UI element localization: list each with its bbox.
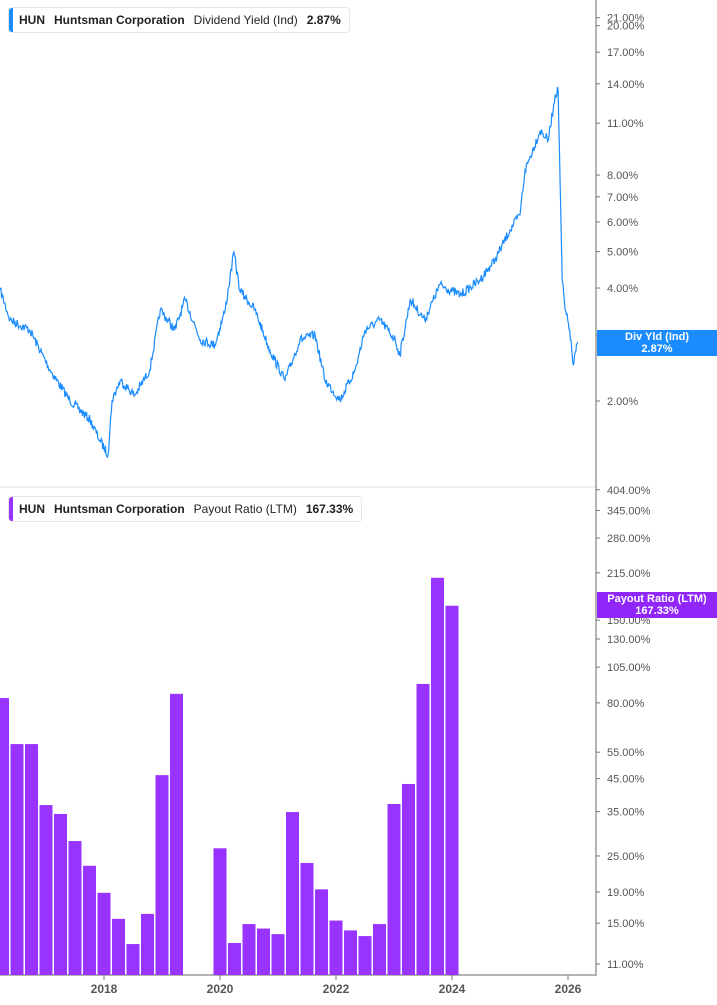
payout-ratio-bar: [257, 928, 270, 975]
y-tick-label: 150.00%: [607, 615, 651, 627]
company-name: Huntsman Corporation: [54, 502, 185, 516]
y-tick-label: 105.00%: [607, 662, 651, 674]
payout-ratio-bar: [83, 865, 96, 975]
dividend-yield-line: [0, 86, 579, 458]
y-tick-label: 11.00%: [607, 959, 644, 971]
payout-ratio-bar: [431, 577, 444, 975]
payout-ratio-bar: [0, 698, 9, 975]
payout-ratio-bar: [97, 892, 111, 975]
payout-ratio-bar: [25, 744, 38, 975]
y-tick-label: 4.00%: [607, 283, 638, 295]
y-tick-label: 35.00%: [607, 807, 645, 819]
badge-value: 167.33%: [635, 605, 679, 617]
y-tick-label: 404.00%: [607, 485, 651, 497]
payout-ratio-bar: [300, 862, 314, 975]
series-color-marker: [9, 497, 13, 521]
top-legend: HUN Huntsman Corporation Dividend Yield …: [8, 7, 350, 33]
payout-ratio-bar: [155, 775, 169, 975]
y-tick-label: 80.00%: [607, 698, 645, 710]
payout-ratio-bar: [358, 936, 372, 975]
y-tick-label: 17.00%: [607, 47, 645, 59]
payout-ratio-bar: [271, 934, 285, 975]
x-tick-label: 2018: [91, 982, 118, 996]
x-tick-label: 2020: [207, 982, 234, 996]
ticker: HUN: [19, 13, 45, 27]
badge-value: 2.87%: [641, 343, 673, 355]
current-yield-badge: Div Yld (Ind) 2.87%: [597, 330, 717, 356]
payout-ratio-bar: [126, 944, 140, 975]
payout-ratio-bar: [213, 848, 227, 975]
y-tick-label: 11.00%: [607, 118, 644, 130]
payout-ratio-bar: [228, 943, 241, 975]
x-tick-label: 2026: [555, 982, 582, 996]
y-tick-label: 25.00%: [607, 851, 645, 863]
badge-label: Payout Ratio (LTM): [607, 593, 707, 605]
y-tick-label: 21.00%: [607, 13, 645, 25]
y-tick-label: 55.00%: [607, 747, 645, 759]
ticker: HUN: [19, 502, 45, 516]
y-tick-label: 2.00%: [607, 396, 638, 408]
payout-ratio-bar: [68, 841, 82, 975]
y-tick-label: 280.00%: [607, 533, 651, 545]
payout-ratio-bar: [39, 805, 53, 975]
payout-ratio-bar: [141, 913, 154, 975]
payout-ratio-bar: [402, 783, 415, 975]
payout-ratio-bar: [344, 930, 357, 975]
y-tick-label: 5.00%: [607, 247, 638, 259]
bottom-legend: HUN Huntsman Corporation Payout Ratio (L…: [8, 496, 363, 522]
payout-ratio-bar: [10, 744, 24, 975]
x-tick-label: 2022: [323, 982, 350, 996]
payout-ratio-bar: [416, 683, 430, 975]
payout-ratio-bar: [329, 920, 343, 975]
payout-ratio-bar: [286, 812, 299, 975]
badge-label: Div Yld (Ind): [625, 331, 689, 343]
payout-ratio-bar: [373, 924, 386, 975]
y-tick-label: 345.00%: [607, 506, 651, 518]
y-tick-label: 215.00%: [607, 568, 651, 580]
x-tick-label: 2024: [439, 982, 466, 996]
payout-ratio-bar: [315, 889, 328, 975]
y-tick-label: 130.00%: [607, 634, 651, 646]
y-tick-label: 7.00%: [607, 192, 638, 204]
y-tick-label: 6.00%: [607, 217, 638, 229]
payout-ratio-bar: [445, 605, 459, 975]
metric-name: Dividend Yield (Ind): [193, 13, 298, 27]
series-color-marker: [9, 8, 13, 32]
y-tick-label: 8.00%: [607, 170, 638, 182]
metric-value: 167.33%: [305, 502, 354, 516]
company-name: Huntsman Corporation: [54, 13, 185, 27]
y-tick-label: 15.00%: [607, 918, 645, 930]
metric-name: Payout Ratio (LTM): [193, 502, 297, 516]
y-tick-label: 20.00%: [607, 21, 645, 33]
payout-ratio-bar: [242, 924, 256, 975]
y-tick-label: 19.00%: [607, 887, 645, 899]
payout-ratio-bar: [170, 693, 183, 975]
y-tick-label: 45.00%: [607, 774, 645, 786]
current-payout-badge: Payout Ratio (LTM) 167.33%: [597, 592, 717, 618]
metric-value: 2.87%: [306, 13, 341, 27]
y-tick-label: 14.00%: [607, 79, 645, 91]
payout-ratio-bar: [54, 813, 67, 975]
payout-ratio-bar: [387, 804, 401, 975]
payout-ratio-bar: [112, 918, 125, 975]
